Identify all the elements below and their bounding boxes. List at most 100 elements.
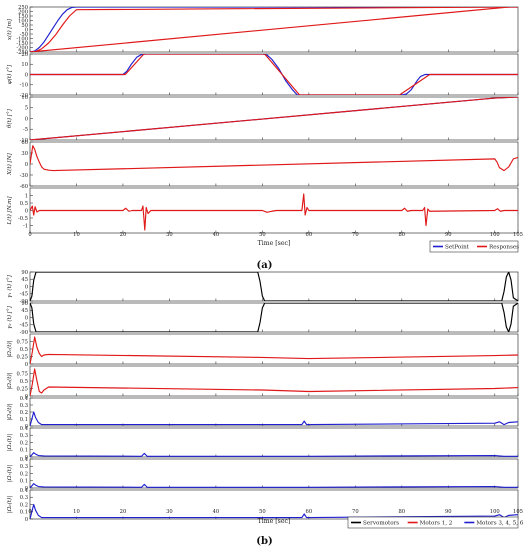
y-tick-label: 0 [25,424,28,430]
y-tick-label: -200 [16,45,28,51]
y-tick-label: -0.5 [18,216,28,222]
y-tick-label: 0.1 [20,448,28,454]
y-axis-label: θ(t) [°] [6,108,13,128]
series-line-motors-3-4-5-6 [30,411,518,426]
y-tick-label: 100 [18,18,28,24]
legend-entry: Motors 1, 2 [420,521,453,527]
y-tick-label: 0.5 [20,201,28,207]
y-tick-label: -30 [20,173,28,179]
y-tick-label: -1 [23,223,28,229]
legend-a: SetPoint Responses [429,240,519,253]
caption-a: (a) [257,260,273,271]
y-tick-label: 0 [25,116,28,122]
y-tick-label: -45 [20,292,28,298]
y-tick-label: 45 [21,277,28,283]
series-line-responses [30,54,518,95]
series-line-servomotors [30,272,518,301]
plot-frame [29,427,519,458]
series-line-motors-1-2 [30,336,518,364]
panel-b-3: 0.75 0.50.25 0 |Ω₁(t)| [6,333,519,368]
caption-b: (b) [256,536,272,547]
panel-a-5: 1 0.50 -0.5-1 L(t) [N.m] [6,187,519,234]
x-tick-label: 10 [73,232,80,238]
y-tick-label: -60 [20,184,28,190]
y-axis-label: φ(t) [°] [6,64,13,84]
series-line-servomotors [30,303,518,332]
y-tick-label: -90 [20,330,28,336]
panel-b-7: 0.40.30.20.10|Ω₅(t)| [6,457,519,492]
plot-frame [29,365,519,397]
x-tick-label: 20 [120,509,127,515]
y-tick-label: 0 [25,517,28,523]
panel-b-6: 0.40.30.20.10|Ω₄(t)| [6,426,519,461]
y-axis-label: |Ω₅(t)| [6,465,13,482]
y-tick-label: 10 [21,95,28,101]
x-tick-label: 70 [352,232,359,238]
plot-frame [29,302,519,333]
x-tick-label: 80 [399,509,406,515]
plot-frame [29,141,519,187]
y-tick-label: 0.3 [20,464,28,470]
legend-entry: SetPoint [445,245,470,251]
x-tick-label: 105 [513,232,523,238]
x-tick-label: 100 [490,232,500,238]
series-line-setpoint [30,7,518,52]
y-tick-label: 0 [25,394,28,400]
y-tick-label: 0.1 [20,417,28,423]
y-axis-label: |Ω₆(t)| [6,496,13,513]
legend-entry: Servomotors [363,521,399,527]
plot-frame [29,489,519,520]
plot-frame [29,397,519,427]
y-tick-label: 150 [18,14,28,20]
y-tick-label: 0.75 [16,339,28,345]
x-tick-label: 50 [259,509,266,515]
y-tick-label: 50 [21,23,28,29]
y-tick-label: 0.4 [20,488,29,494]
series-line-motors-1-2 [30,368,518,396]
y-tick-label: 0.3 [20,433,28,439]
y-tick-label: 90 [21,301,28,307]
plot-frame [29,333,519,365]
legend-entry: Motors 3, 4, 5, 6 [476,521,523,527]
x-tick-label: 100 [490,509,500,515]
x-tick-label: 40 [213,232,220,238]
y-tick-label: 0.75 [16,371,28,377]
x-tick-label: 0 [28,509,31,515]
y-tick-label: 0 [25,162,28,168]
plot-frame [29,458,519,489]
x-tick-label: 40 [213,509,220,515]
panel-b-4: 0.75 0.50.25 0 |Ω₂(t)| [6,365,519,400]
y-tick-label: 1 [25,193,28,199]
y-tick-label: -5 [23,127,28,133]
x-tick-label: 20 [120,232,127,238]
y-tick-label: 0 [25,486,28,492]
y-axis-label: |Ω₃(t)| [6,403,13,420]
y-tick-label: 0.1 [20,510,28,516]
y-tick-label: -150 [16,41,28,47]
y-tick-label: 0.4 [20,457,29,463]
y-tick-label: 0.2 [20,502,28,508]
y-axis-label: γ₂ (t) [°] [6,305,13,329]
y-axis-label: X(t) [N] [6,152,13,175]
y-tick-label: 0.25 [16,386,28,392]
series-line-motors-3-4-5-6 [30,503,518,519]
y-axis-label: |Ω₂(t)| [6,372,13,389]
y-tick-label: 0.4 [20,426,29,432]
x-tick-label: 80 [399,232,406,238]
x-axis-label: Time [sec] [258,240,291,247]
y-tick-label: 0.1 [20,479,28,485]
y-tick-label: 10 [21,62,28,68]
y-tick-label: 90 [21,270,28,276]
y-axis-label: γ₁ (t) [°] [6,274,13,298]
y-axis-label: |Ω₄(t)| [6,434,13,451]
series-line-responses [30,97,518,140]
y-axis-label: L(t) [N.m] [6,196,13,226]
x-tick-label: 0 [28,232,31,238]
y-tick-label: 0.3 [20,495,28,501]
x-tick-label: 30 [166,232,173,238]
y-tick-label: 0 [25,72,28,78]
y-tick-label: 0.4 [20,396,29,402]
